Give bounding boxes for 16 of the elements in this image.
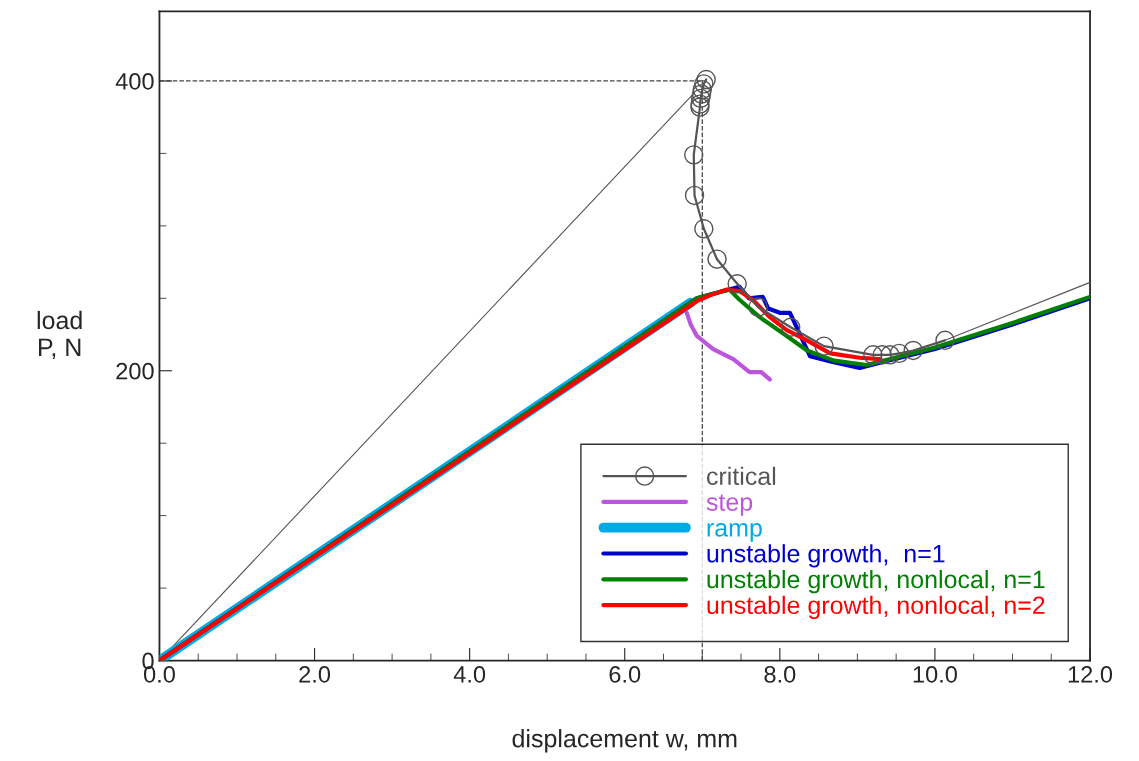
legend-label: unstable growth, nonlocal, n=1 [707, 569, 1045, 594]
y-tick-label: 200 [116, 362, 154, 380]
x-tick-label: 12.0 [1068, 666, 1113, 683]
legend-label: critical [706, 466, 776, 486]
x-axis-title: displacement w, mm [512, 729, 737, 753]
x-tick-label: 4.0 [453, 666, 486, 683]
legend-label: step [706, 494, 753, 516]
legend-label: ramp [707, 523, 762, 542]
y-axis-title: load P, N [37, 310, 82, 360]
x-tick-label: 2.0 [299, 666, 331, 683]
x-tick-label: 6.0 [609, 666, 641, 683]
x-tick-label: 8.0 [764, 666, 796, 683]
y-tick-label: 400 [115, 73, 154, 90]
x-tick-label: 10.0 [913, 666, 957, 683]
legend-label: unstable growth, n=1 [707, 544, 945, 568]
legend-label: unstable growth, nonlocal, n=2 [707, 595, 1045, 620]
